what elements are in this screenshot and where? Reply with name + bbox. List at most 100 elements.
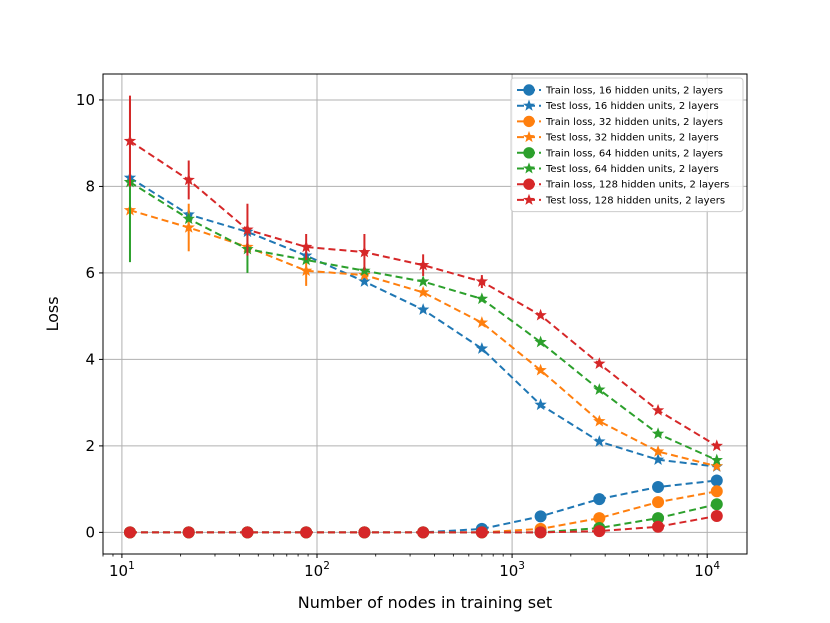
legend-entry: Test loss, 128 hidden units, 2 layers: [517, 193, 725, 206]
legend-marker: [523, 84, 535, 96]
x-tick-label: 101: [109, 560, 135, 580]
data-point: [651, 453, 665, 465]
data-point: [358, 526, 371, 539]
data-point: [593, 357, 606, 369]
series-6: [123, 509, 723, 539]
data-point: [593, 512, 606, 525]
data-point: [651, 403, 665, 416]
series-line: [129, 514, 717, 534]
series-line: [129, 490, 717, 534]
legend-entry: Test loss, 16 hidden units, 2 layers: [517, 99, 719, 112]
data-point: [593, 383, 606, 395]
data-point: [534, 363, 547, 376]
data-point: [710, 453, 723, 466]
x-tick-label: 104: [694, 560, 720, 580]
data-point: [416, 258, 430, 271]
data-point: [358, 275, 371, 287]
data-point: [710, 439, 723, 452]
data-point: [417, 526, 430, 539]
y-axis-label: Loss: [43, 296, 62, 331]
data-point: [123, 134, 137, 147]
legend-label: Test loss, 64 hidden units, 2 layers: [545, 164, 719, 175]
data-point: [358, 268, 371, 281]
y-tick-label: 6: [85, 264, 95, 282]
data-point: [475, 316, 489, 328]
data-point: [241, 223, 254, 235]
data-point: [534, 335, 547, 348]
data-point: [475, 292, 489, 305]
x-tick-label: 102: [304, 560, 330, 580]
legend-entry: Train loss, 32 hidden units, 2 layers: [517, 115, 723, 128]
data-point: [182, 173, 195, 186]
x-axis-label: Number of nodes in training set: [298, 593, 552, 612]
legend-marker: [523, 162, 535, 174]
data-point: [475, 275, 489, 287]
data-point: [534, 398, 547, 411]
data-point: [416, 303, 430, 315]
data-point: [182, 221, 195, 233]
legend-entry: Train loss, 64 hidden units, 2 layers: [517, 147, 723, 159]
y-tick-label: 2: [85, 437, 95, 455]
y-tick-label: 8: [85, 177, 95, 195]
legend-entry: Test loss, 64 hidden units, 2 layers: [517, 162, 719, 175]
series-7: [123, 95, 723, 452]
data-point: [710, 485, 723, 498]
data-point: [593, 493, 606, 506]
legend-box: [510, 77, 744, 213]
legend-marker: [523, 178, 535, 190]
plot-frame: [102, 73, 748, 555]
data-point: [299, 240, 313, 253]
legend-label: Train loss, 64 hidden units, 2 layers: [545, 148, 723, 159]
data-point: [534, 308, 547, 321]
data-point: [652, 512, 665, 525]
legend-label: Test loss, 32 hidden units, 2 layers: [545, 133, 719, 144]
data-point: [475, 526, 488, 539]
data-point: [299, 264, 313, 277]
series-line: [129, 209, 718, 468]
series-line: [129, 503, 718, 534]
legend-marker: [523, 147, 535, 159]
data-point: [651, 427, 665, 440]
legend-entry: Train loss, 16 hidden units, 2 layers: [517, 84, 723, 97]
data-point: [182, 212, 195, 225]
legend-label: Train loss, 16 hidden units, 2 layers: [545, 86, 723, 97]
y-tick-label: 0: [85, 523, 95, 541]
data-point: [652, 496, 665, 509]
data-point: [593, 414, 606, 427]
data-point: [182, 526, 195, 539]
legend-marker: [523, 115, 535, 128]
data-point: [710, 498, 723, 511]
data-point: [534, 526, 547, 539]
legend-marker: [523, 130, 535, 143]
data-point: [710, 509, 723, 522]
legend-label: Train loss, 128 hidden units, 2 layers: [545, 180, 729, 191]
legend-label: Test loss, 128 hidden units, 2 layers: [545, 195, 725, 206]
series-layer: [123, 95, 723, 539]
data-point: [416, 275, 430, 287]
legend-entry: Train loss, 128 hidden units, 2 layers: [517, 178, 729, 191]
series-line: [129, 140, 718, 447]
data-point: [710, 459, 723, 472]
data-point: [534, 510, 547, 523]
data-point: [358, 245, 371, 258]
legend-label: Test loss, 16 hidden units, 2 layers: [545, 101, 719, 112]
data-point: [710, 474, 723, 487]
data-point: [475, 342, 489, 354]
x-tick-label: 103: [499, 560, 525, 580]
data-point: [593, 525, 606, 538]
data-point: [652, 480, 665, 493]
y-tick-label: 4: [85, 350, 95, 368]
y-tick-label: 10: [76, 91, 95, 109]
data-point: [123, 526, 136, 539]
data-point: [416, 285, 430, 298]
data-point: [300, 526, 313, 539]
legend-label: Train loss, 32 hidden units, 2 layers: [545, 117, 723, 128]
legend: Train loss, 16 hidden units, 2 layers Tes…: [510, 77, 744, 213]
data-point: [593, 435, 606, 447]
legend-entry: Test loss, 32 hidden units, 2 layers: [517, 130, 719, 144]
data-point: [241, 526, 254, 539]
ticks: 0 2 4 6 8 10 101 102 103 104: [76, 91, 720, 580]
data-point: [651, 445, 665, 457]
legend-marker: [523, 193, 535, 205]
